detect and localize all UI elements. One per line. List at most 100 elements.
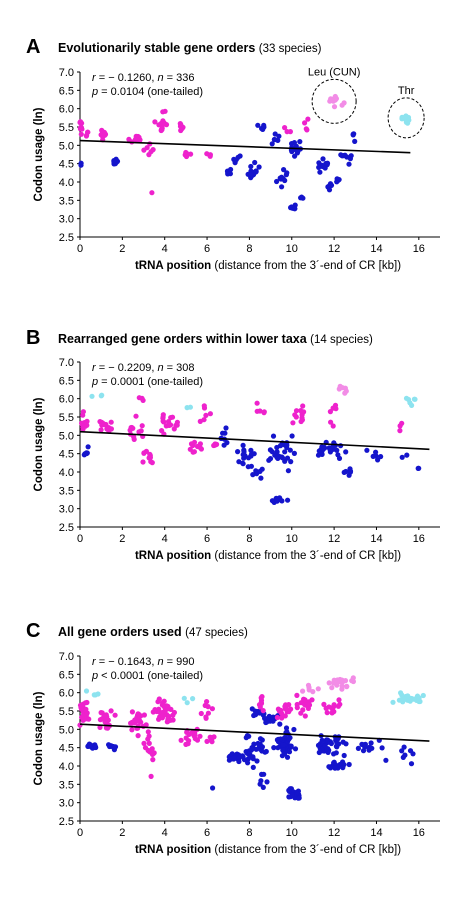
data-point-blue xyxy=(410,751,416,757)
data-point-magenta xyxy=(302,713,308,719)
data-point-blue xyxy=(315,742,322,748)
x-tick-label: 4 xyxy=(162,827,168,839)
x-tick-label: 8 xyxy=(246,827,252,839)
data-point-magenta xyxy=(84,418,90,424)
scatter-chart-c: 2.5 3.0 3.5 4.0 4.5 5.0 5.5 6.0 6.5 7.0 0 2 4 6 8 10 12 1… xyxy=(33,651,440,856)
data-point-blue xyxy=(111,744,117,750)
y-tick-label: 6.0 xyxy=(59,394,74,406)
data-point-magenta xyxy=(209,739,215,745)
data-point-magenta xyxy=(305,116,311,122)
data-point-blue xyxy=(289,148,295,155)
data-point-magenta xyxy=(326,704,332,710)
y-tick-label: 3.0 xyxy=(59,504,74,516)
data-point-cyan xyxy=(95,691,101,697)
stat-n-label: n xyxy=(157,656,163,668)
data-point-magenta xyxy=(97,419,103,425)
data-point-blue xyxy=(284,455,291,461)
data-point-pink xyxy=(305,682,312,688)
x-tick-label: 12 xyxy=(328,533,340,545)
data-point-magenta xyxy=(127,427,133,433)
data-point-blue xyxy=(253,468,259,474)
y-tick-label: 3.5 xyxy=(59,779,74,791)
data-point-magenta xyxy=(102,719,108,725)
data-point-pink xyxy=(326,680,332,686)
panel-subtitle: (14 species) xyxy=(310,334,373,346)
stat-p-value: < 0.0001 (one-tailed) xyxy=(98,670,203,682)
data-point-magenta xyxy=(197,418,203,424)
data-point-magenta xyxy=(105,725,111,731)
data-point-magenta xyxy=(101,714,107,720)
data-point-magenta xyxy=(331,709,337,715)
data-point-blue xyxy=(240,754,246,760)
data-point-magenta xyxy=(284,129,290,135)
data-point-magenta xyxy=(126,136,132,142)
data-point-magenta xyxy=(178,127,184,134)
data-point-magenta xyxy=(165,703,171,709)
data-point-magenta xyxy=(207,152,213,158)
data-point-cyan xyxy=(190,696,196,702)
panel-title-text: Evolutionarily stable gene orders xyxy=(58,41,256,55)
y-tick-label: 5.5 xyxy=(59,412,74,424)
data-point-blue xyxy=(285,497,291,503)
stat-r-label: r xyxy=(92,362,97,374)
data-point-magenta xyxy=(258,695,264,701)
y-tick-label: 2.5 xyxy=(59,816,74,828)
x-tick-label: 2 xyxy=(119,533,125,545)
data-point-pink xyxy=(339,683,345,689)
y-tick-label: 4.5 xyxy=(59,743,74,755)
data-point-blue xyxy=(247,754,253,760)
data-point-blue xyxy=(346,761,352,768)
trend-line xyxy=(79,139,411,154)
data-point-blue xyxy=(255,740,261,747)
thr-label: Thr xyxy=(398,85,415,97)
data-point-magenta xyxy=(161,121,167,127)
data-point-magenta xyxy=(77,119,84,125)
data-point-magenta xyxy=(149,746,155,752)
data-point-blue xyxy=(93,744,99,751)
data-point-blue xyxy=(383,757,389,763)
stat-n-value: = 336 xyxy=(164,72,195,84)
scatter-chart-a: 2.5 3.0 3.5 4.0 4.5 5.0 5.5 6.0 6.5 7.0 0 2 4 6 8 10 12 1… xyxy=(33,66,440,272)
x-tick-label: 16 xyxy=(413,243,425,255)
data-point-blue xyxy=(408,761,415,767)
y-tick-label: 2.5 xyxy=(59,232,74,244)
data-point-blue xyxy=(261,124,267,130)
data-point-blue xyxy=(288,743,294,749)
x-tick-label: 14 xyxy=(370,827,382,839)
data-point-blue xyxy=(279,455,286,461)
data-point-blue xyxy=(340,739,346,745)
stat-n-value: = 990 xyxy=(164,656,195,668)
x-tick-label: 0 xyxy=(77,533,83,545)
data-point-magenta xyxy=(102,130,108,136)
x-tick-label: 8 xyxy=(246,243,252,255)
stat-p-label: p xyxy=(91,670,98,682)
stat-p-label: p xyxy=(91,86,98,98)
data-point-magenta xyxy=(198,446,204,452)
data-point-blue xyxy=(264,779,270,785)
data-point-blue xyxy=(254,758,260,764)
panel-title-text: All gene orders used xyxy=(58,625,182,639)
stat-r-value: = − 0.1260, xyxy=(96,72,158,84)
data-point-magenta xyxy=(397,428,403,434)
data-point-blue xyxy=(339,153,345,159)
data-point-magenta xyxy=(185,741,191,747)
data-point-blue xyxy=(364,447,370,453)
data-point-magenta xyxy=(151,750,157,756)
data-point-blue xyxy=(287,447,293,453)
data-point-blue xyxy=(288,459,294,465)
data-point-magenta xyxy=(298,418,304,425)
y-tick-label: 3.0 xyxy=(59,798,74,810)
data-point-blue xyxy=(248,171,254,178)
data-point-blue xyxy=(416,465,422,471)
data-point-blue xyxy=(245,455,252,461)
data-point-blue xyxy=(277,443,284,449)
data-point-blue xyxy=(256,164,262,170)
data-point-pink xyxy=(344,684,350,690)
y-tick-label: 6.0 xyxy=(59,104,74,116)
x-tick-label: 2 xyxy=(119,827,125,839)
data-point-pink xyxy=(300,688,306,694)
data-point-blue xyxy=(284,754,291,760)
y-tick-label: 7.0 xyxy=(59,357,74,369)
leu-cun-highlight-circle xyxy=(311,78,357,124)
leu-cun-label: Leu (CUN) xyxy=(308,66,361,78)
